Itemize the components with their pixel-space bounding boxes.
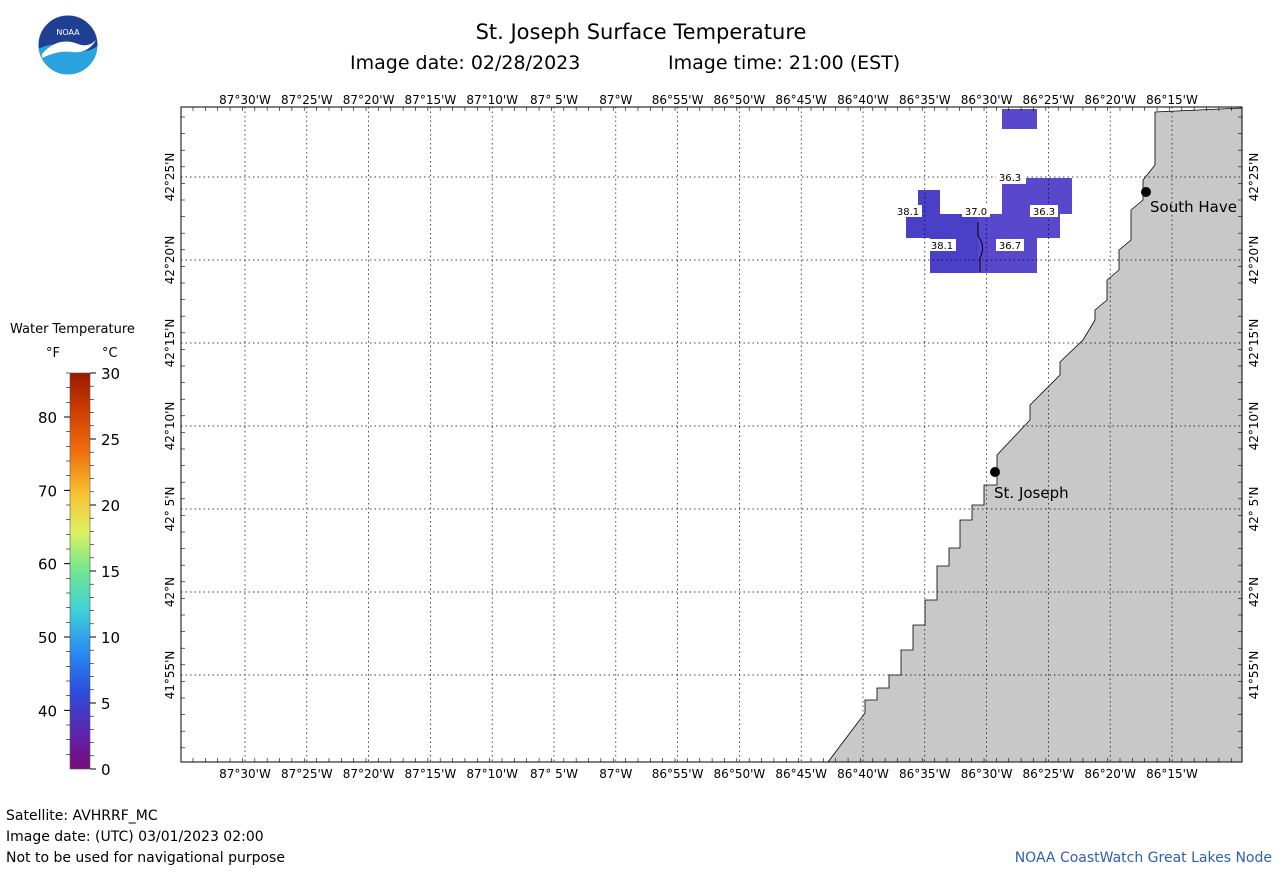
lon-label: 87°10'W <box>466 93 518 107</box>
temperature-label: 36.3 <box>999 173 1021 184</box>
sst-cell <box>906 214 966 238</box>
temperature-label: 38.1 <box>931 241 953 252</box>
fahrenheit-tick-label: 60 <box>38 556 57 574</box>
map-frame <box>180 106 1243 763</box>
lon-label: 87° 5'W <box>530 93 578 107</box>
legend-unit-f: °F <box>46 346 60 361</box>
celsius-tick-label: 0 <box>101 761 111 779</box>
lon-label: 86°35'W <box>899 93 951 107</box>
image-time: Image time: 21:00 (EST) <box>668 52 901 74</box>
lat-label: 42°15'N <box>163 319 177 368</box>
lon-label: 86°45'W <box>775 767 827 781</box>
legend-unit-c: °C <box>102 346 118 361</box>
fahrenheit-tick-label: 80 <box>38 409 57 427</box>
lon-label: 86°55'W <box>652 767 704 781</box>
celsius-tick-label: 10 <box>101 629 120 647</box>
lon-label: 87°10'W <box>466 767 518 781</box>
lon-label: 86°30'W <box>961 93 1013 107</box>
lat-label: 42° 5'N <box>163 487 177 532</box>
sst-cell <box>966 214 978 273</box>
celsius-tick-label: 30 <box>101 365 120 383</box>
lon-label: 87°30'W <box>219 767 271 781</box>
fahrenheit-tick-label: 40 <box>38 702 57 720</box>
lat-label: 42°25'N <box>1247 153 1261 202</box>
lon-label: 87°W <box>599 93 632 107</box>
lon-label: 87°25'W <box>281 767 333 781</box>
fahrenheit-tick-label: 50 <box>38 629 57 647</box>
credit-link[interactable]: NOAA CoastWatch Great Lakes Node <box>1014 850 1272 866</box>
lon-label: 87° 5'W <box>530 767 578 781</box>
lon-label: 87°25'W <box>281 93 333 107</box>
sst-cell <box>1002 214 1060 238</box>
fahrenheit-tick-label: 70 <box>38 482 57 500</box>
lon-label: 86°20'W <box>1084 767 1136 781</box>
celsius-tick-label: 20 <box>101 497 120 515</box>
lat-label: 42°25'N <box>163 153 177 202</box>
lat-label: 42°20'N <box>163 236 177 285</box>
temperature-label: 38.1 <box>897 207 919 218</box>
isotherm-line <box>977 222 984 272</box>
temperature-label: 36.3 <box>1033 207 1055 218</box>
lat-label: 42°20'N <box>1247 236 1261 285</box>
temp-label-bg <box>962 205 990 217</box>
lon-label: 86°25'W <box>1023 767 1075 781</box>
lon-label: 86°55'W <box>652 93 704 107</box>
lat-label: 42°15'N <box>1247 319 1261 368</box>
lon-label: 87°20'W <box>343 93 395 107</box>
utc-date-label: Image date: (UTC) 03/01/2023 02:00 <box>6 829 264 845</box>
satellite-label: Satellite: AVHRRF_MC <box>6 808 158 824</box>
city-label: St. Joseph <box>994 484 1069 502</box>
lat-label: 42°N <box>1247 577 1261 607</box>
temp-label-bg <box>996 239 1024 251</box>
image-date: Image date: 02/28/2023 <box>350 52 581 74</box>
lat-label: 42°10'N <box>163 402 177 451</box>
lat-label: 41°55'N <box>1247 651 1261 700</box>
lon-label: 86°15'W <box>1146 93 1198 107</box>
temperature-label: 36.7 <box>999 241 1021 252</box>
lon-label: 86°40'W <box>837 767 889 781</box>
land-michigan <box>827 107 1243 763</box>
celsius-tick-label: 5 <box>101 695 111 713</box>
lon-label: 87°15'W <box>405 93 457 107</box>
lon-label: 87°30'W <box>219 93 271 107</box>
lon-label: 86°40'W <box>837 93 889 107</box>
lon-label: 87°15'W <box>405 767 457 781</box>
lat-label: 42°10'N <box>1247 402 1261 451</box>
celsius-tick-label: 15 <box>101 563 120 581</box>
temp-label-bg <box>894 205 922 217</box>
sst-cell <box>1002 109 1037 129</box>
city-label: South Have <box>1150 198 1237 216</box>
lon-label: 86°50'W <box>714 767 766 781</box>
city-marker <box>1141 187 1151 197</box>
lon-label: 86°30'W <box>961 767 1013 781</box>
city-marker <box>990 467 1000 477</box>
lon-label: 86°35'W <box>899 767 951 781</box>
lon-label: 87°20'W <box>343 767 395 781</box>
lon-label: 86°25'W <box>1023 93 1075 107</box>
logo-text: NOAA <box>56 28 80 37</box>
temperature-label: 37.0 <box>965 207 987 218</box>
lon-label: 86°45'W <box>775 93 827 107</box>
lat-label: 42°N <box>163 577 177 607</box>
lon-label: 86°20'W <box>1084 93 1136 107</box>
disclaimer-label: Not to be used for navigational purpose <box>6 850 285 866</box>
noaa-logo: NOAA <box>37 14 99 76</box>
lat-label: 42° 5'N <box>1247 487 1261 532</box>
temp-label-bg <box>1030 205 1058 217</box>
sst-cell <box>918 190 940 214</box>
lat-label: 41°55'N <box>163 651 177 700</box>
lon-label: 86°15'W <box>1146 767 1198 781</box>
page-title: St. Joseph Surface Temperature <box>475 20 807 44</box>
temp-label-bg <box>996 171 1024 183</box>
temp-label-bg <box>928 239 956 251</box>
legend-title: Water Temperature <box>10 322 135 337</box>
celsius-tick-label: 25 <box>101 431 120 449</box>
lon-label: 87°W <box>599 767 632 781</box>
lon-label: 86°50'W <box>714 93 766 107</box>
